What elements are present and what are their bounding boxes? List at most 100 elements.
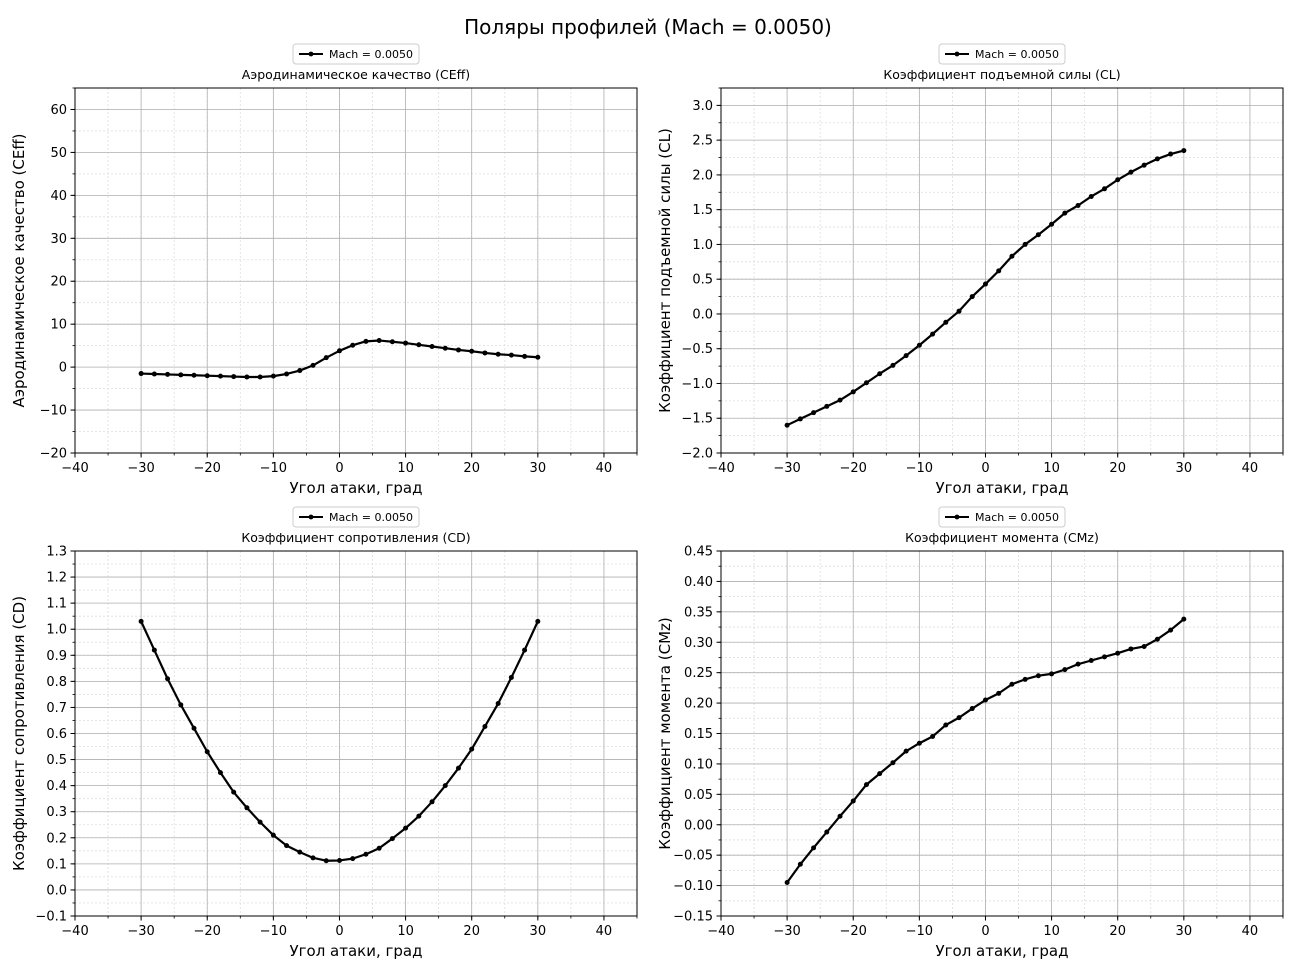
x-tick-label: 10	[1043, 924, 1060, 939]
data-point	[903, 353, 909, 359]
legend-marker-swatch	[954, 51, 960, 57]
y-axis-label: Коэффициент сопротивления (CD)	[10, 596, 28, 871]
y-tick-label: −0.05	[673, 849, 713, 864]
data-point	[178, 702, 184, 708]
data-point	[916, 342, 922, 348]
y-tick-label: 0.10	[684, 757, 713, 772]
data-point	[284, 371, 290, 377]
data-point	[403, 825, 409, 831]
x-tick-label: −10	[906, 461, 933, 476]
data-point	[138, 371, 144, 377]
legend-box	[292, 43, 420, 65]
data-point	[310, 362, 316, 368]
y-tick-label: 0.6	[46, 727, 67, 742]
legend: Mach = 0.0050	[292, 43, 420, 65]
x-tick-label: 10	[1043, 461, 1060, 476]
data-point	[811, 845, 817, 851]
data-point	[376, 845, 382, 851]
y-tick-label: 0.9	[46, 649, 67, 664]
data-point	[323, 858, 329, 864]
legend-box	[938, 506, 1066, 528]
y-tick-label: 50	[50, 146, 67, 161]
x-axis-label: Угол атаки, град	[936, 479, 1069, 497]
data-point	[1035, 232, 1041, 238]
y-tick-label: 2.5	[692, 134, 713, 149]
subplot-title: Аэродинамическое качество (CEff)	[242, 67, 470, 82]
data-point	[270, 832, 276, 838]
data-point	[1154, 636, 1160, 642]
subplot-title: Коэффициент подъемной силы (CL)	[883, 67, 1120, 82]
data-point	[1168, 627, 1174, 633]
y-axis-label: Аэродинамическое качество (CEff)	[10, 133, 28, 407]
data-point	[297, 368, 303, 374]
y-tick-label: 0.0	[692, 307, 713, 322]
data-point	[996, 690, 1002, 696]
x-tick-label: −30	[127, 461, 154, 476]
data-point	[1154, 156, 1160, 162]
legend-marker-swatch	[308, 514, 314, 520]
data-point	[1128, 646, 1134, 652]
data-point	[495, 351, 501, 357]
x-tick-label: −20	[840, 461, 867, 476]
y-tick-label: 1.0	[46, 623, 67, 638]
data-point	[930, 734, 936, 740]
legend-box	[292, 506, 420, 528]
data-point	[956, 308, 962, 314]
data-point	[178, 372, 184, 378]
legend-marker-swatch	[954, 514, 960, 520]
y-tick-label: 0.20	[684, 697, 713, 712]
data-point	[1141, 162, 1147, 168]
data-point	[191, 372, 197, 378]
data-point	[270, 373, 276, 379]
data-point	[784, 422, 790, 428]
data-point	[1128, 169, 1134, 175]
data-point	[1141, 644, 1147, 650]
x-tick-label: 10	[397, 924, 414, 939]
data-point	[996, 268, 1002, 274]
data-point	[297, 849, 303, 855]
x-tick-label: 20	[1109, 924, 1126, 939]
y-tick-label: 0.35	[684, 605, 713, 620]
data-point	[455, 765, 461, 771]
y-tick-label: 10	[50, 318, 67, 333]
y-tick-label: 1.0	[692, 238, 713, 253]
y-tick-label: −1.5	[681, 412, 713, 427]
subplot-grid: −40 −30 −20 −10 0 10 20 30 40 −20 −10 0 10 20 30 40 50 60…	[10, 43, 1284, 960]
data-point	[151, 371, 157, 377]
data-point	[1101, 654, 1107, 660]
data-point	[257, 819, 263, 825]
y-tick-label: 0	[59, 361, 67, 376]
y-tick-label: 1.3	[46, 545, 67, 560]
x-tick-label: 40	[596, 924, 613, 939]
data-point	[204, 749, 210, 755]
y-tick-label: 2.0	[692, 168, 713, 183]
data-point	[389, 339, 395, 345]
data-point	[442, 345, 448, 351]
data-point	[350, 856, 356, 862]
x-tick-label: −20	[194, 924, 221, 939]
data-point	[784, 880, 790, 886]
x-tick-label: −30	[127, 924, 154, 939]
data-point	[1049, 671, 1055, 677]
y-tick-label: 60	[50, 103, 67, 118]
y-tick-label: −10	[40, 404, 67, 419]
data-point	[969, 706, 975, 712]
data-point	[231, 789, 237, 795]
y-tick-label: 0.15	[684, 727, 713, 742]
data-point	[1035, 673, 1041, 679]
data-point	[850, 798, 856, 804]
x-tick-label: 20	[463, 461, 480, 476]
data-point	[903, 748, 909, 754]
x-tick-label: 10	[397, 461, 414, 476]
x-tick-label: 40	[596, 461, 613, 476]
data-point	[824, 829, 830, 835]
data-point	[508, 352, 514, 358]
x-axis-label: Угол атаки, град	[290, 942, 423, 960]
data-point	[165, 676, 171, 682]
y-tick-label: −2.0	[681, 447, 713, 462]
y-tick-label: 0.5	[692, 273, 713, 288]
data-point	[522, 353, 528, 359]
x-tick-label: −20	[840, 924, 867, 939]
data-point	[151, 647, 157, 653]
